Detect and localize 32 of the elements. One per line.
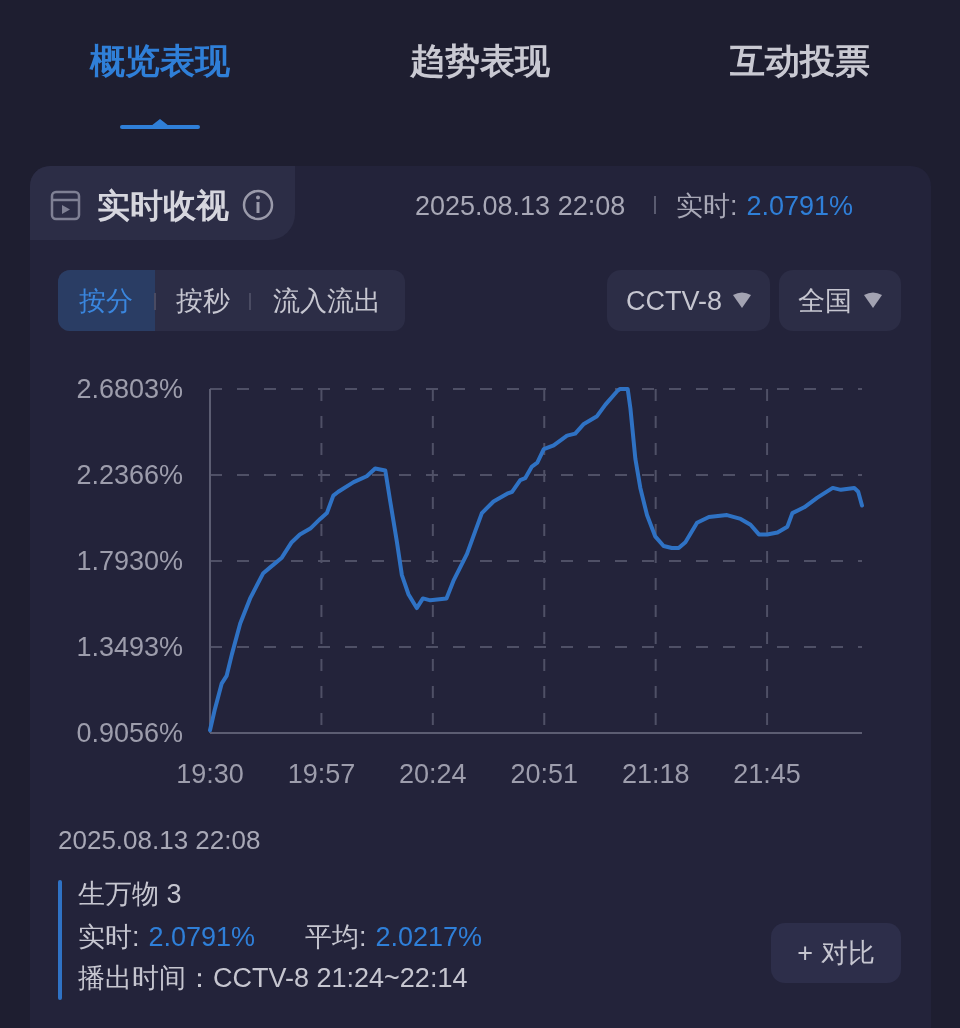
x-tick-label: 21:18 [621,759,690,789]
x-tick-label: 21:45 [733,759,801,789]
text: 2.0791% [746,191,854,221]
text: 按秒 [176,286,230,316]
y-tick-label: 1.3493% [76,632,183,662]
text: 概览表现 [89,40,231,80]
y-tick-label: 2.2366% [76,460,183,490]
x-tick-label: 20:51 [510,759,579,789]
text: 全国 [798,286,852,316]
text: 平均: [305,922,367,952]
text: CCTV-8 [626,286,723,316]
y-tick-label: 2.6803% [76,374,183,404]
text: 实时: [78,922,140,952]
x-tick-label: 20:24 [399,759,467,789]
text: 实时: [676,191,738,221]
text: 互动投票 [729,40,870,80]
chart-title: 实时收视 [97,186,229,224]
x-tick-label: 19:30 [176,759,244,789]
y-tick-label: 1.7930% [76,545,183,576]
text: + 对比 [797,938,875,968]
text: 生万物 3 [78,879,182,909]
text: 2025.08.13 22:08 [58,825,261,855]
text: 流入流出 [273,286,381,316]
text: 趋势表现 [409,40,551,80]
x-tick-label: 19:57 [287,759,356,789]
text: 2.0791% [148,922,256,952]
text: 按分 [79,286,133,316]
text: 2025.08.13 22:08 [415,191,626,221]
line-series [208,387,864,733]
y-tick-label: 0.9056% [76,718,183,748]
text: 2.0217% [375,922,483,952]
text: 播出时间：CCTV-8 21:24~22:14 [78,963,468,993]
